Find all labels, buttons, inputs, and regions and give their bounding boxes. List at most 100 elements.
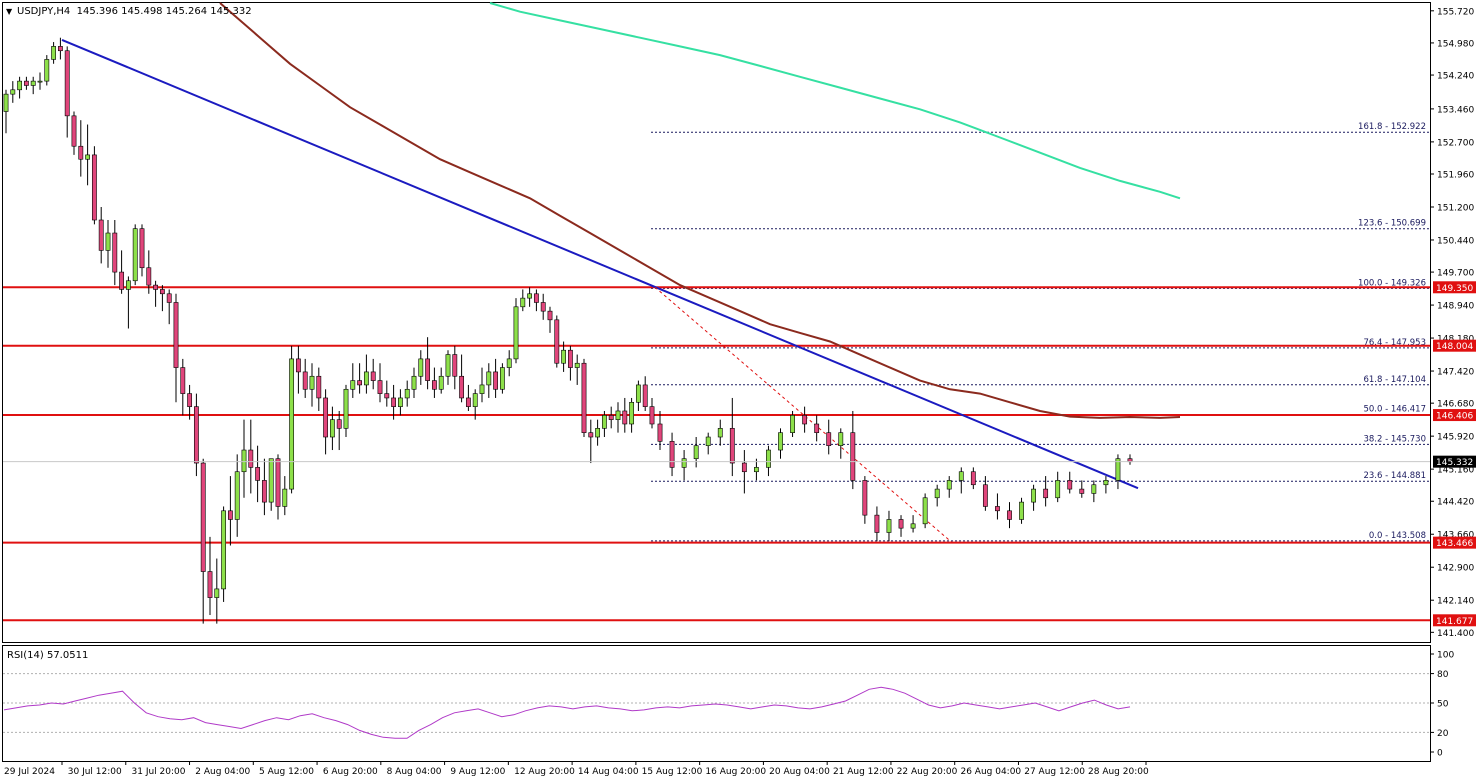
price-tag-label: 141.677 [1436, 617, 1473, 627]
fib-level-label: 123.6 - 150.699 [1358, 219, 1426, 229]
bearish-candle [316, 375, 322, 399]
bearish-candle [540, 302, 546, 312]
price-tick-label: 154.980 [1437, 39, 1474, 49]
main-plot-frame [2, 2, 1431, 643]
price-tick-label: 146.680 [1437, 400, 1474, 410]
bullish-candle [44, 59, 50, 82]
price-tick-label: 142.140 [1437, 597, 1474, 607]
price-tick-label: 149.700 [1437, 269, 1474, 279]
fib-level-label: 38.2 - 145.730 [1363, 434, 1426, 444]
price-tick-label: 148.940 [1437, 302, 1474, 312]
bearish-candle [119, 271, 125, 290]
price-tag-box [1433, 281, 1476, 294]
time-tick-label: 29 Jul 2024 [4, 767, 55, 777]
bearish-candle [391, 397, 397, 407]
time-axis: 29 Jul 2024 30 Jul 12:00 31 Jul 20:00 2 Aug… [4, 761, 1149, 777]
bearish-candle [1079, 488, 1085, 494]
bearish-candle [622, 410, 628, 425]
time-tick-label: 16 Aug 20:00 [705, 767, 766, 777]
bullish-candle [838, 432, 844, 446]
fib-level-label: 100.0 - 149.326 [1358, 278, 1426, 288]
price-tick-label: 145.920 [1437, 433, 1474, 443]
fib-level-label: 76.4 - 147.953 [1363, 338, 1426, 348]
bullish-candle [946, 480, 952, 490]
bearish-candle [248, 449, 254, 468]
bearish-candle [850, 432, 856, 481]
time-tick-label: 31 Jul 20:00 [132, 767, 186, 777]
price-tick-label: 148.180 [1437, 335, 1474, 345]
bullish-candle [241, 449, 247, 473]
bullish-candle [1103, 480, 1109, 486]
bearish-candle [554, 319, 560, 364]
ma100-line [219, 2, 1181, 419]
bearish-candle [982, 484, 988, 507]
bullish-candle [17, 80, 23, 91]
bearish-candle [64, 50, 70, 117]
bullish-candle [527, 293, 533, 299]
bearish-candle [970, 471, 976, 486]
bullish-candle [717, 428, 723, 438]
time-tick-label: 27 Aug 12:00 [1024, 767, 1085, 777]
bullish-candle [705, 436, 711, 446]
time-tick-label: 9 Aug 12:00 [450, 767, 505, 777]
bearish-candle [729, 428, 735, 464]
bearish-candle [166, 293, 172, 303]
bearish-candle [459, 375, 465, 399]
price-tag-box [1433, 409, 1476, 422]
bullish-candle [10, 89, 16, 95]
price-tick-label: 141.400 [1437, 629, 1474, 639]
bearish-candle [493, 371, 499, 390]
bearish-candle [995, 506, 1000, 512]
bearish-candle [370, 371, 376, 381]
bearish-candle [357, 380, 363, 386]
bullish-candle [132, 228, 138, 282]
bearish-candle [802, 415, 808, 425]
bearish-candle [57, 46, 63, 52]
bearish-candle [275, 458, 281, 507]
bullish-candle [289, 358, 295, 490]
time-tick-label: 12 Aug 20:00 [514, 767, 575, 777]
price-tag-box [1433, 536, 1476, 549]
bullish-candle [309, 375, 315, 390]
bearish-candle [741, 462, 747, 473]
retracement-layer [654, 286, 953, 543]
bullish-candle [934, 488, 940, 499]
bullish-candle [681, 458, 687, 468]
rsi-tick-label: 100 [1437, 651, 1454, 661]
bearish-candle [547, 310, 553, 321]
bullish-candle [214, 588, 220, 598]
bullish-candle [574, 362, 580, 368]
bearish-candle [452, 354, 458, 377]
price-axis: 155.720 154.980 154.240 153.460 152.700 151.9… [1430, 7, 1474, 639]
fib-level-label: 23.6 - 144.881 [1363, 471, 1426, 481]
bullish-candle [479, 384, 485, 394]
bullish-candle [790, 415, 795, 433]
rsi-tick-label: 50 [1437, 700, 1449, 710]
chart-title: USDJPY,H4 145.396 145.498 145.264 145.33… [17, 6, 252, 17]
bullish-candle [958, 471, 964, 481]
bullish-candle [486, 371, 492, 386]
bearish-candle [180, 367, 186, 394]
bearish-candle [874, 514, 880, 533]
bullish-candle [363, 371, 369, 386]
bullish-candle [499, 367, 505, 390]
bullish-candle [506, 358, 512, 368]
bearish-candle [567, 349, 573, 368]
price-tick-label: 153.460 [1437, 105, 1474, 115]
bearish-candle [295, 358, 301, 373]
bullish-candle [268, 458, 274, 503]
bearish-candle [146, 267, 152, 286]
bearish-candle [261, 480, 267, 503]
bearish-candle [207, 571, 213, 598]
bearish-candle [302, 371, 308, 390]
rsi-layer [3, 673, 1430, 739]
time-tick-label: 8 Aug 04:00 [387, 767, 442, 777]
bullish-candle [910, 523, 916, 529]
bearish-candle [431, 380, 437, 390]
bearish-candle [255, 467, 261, 481]
bearish-candle [862, 480, 868, 516]
bearish-candle [187, 393, 193, 407]
bearish-candle [465, 397, 471, 407]
bullish-candle [85, 154, 91, 160]
ma200-line [489, 2, 1181, 200]
